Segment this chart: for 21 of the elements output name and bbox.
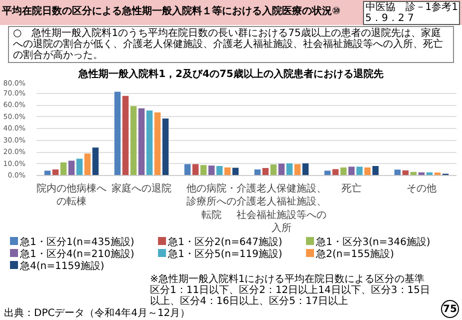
x-tick-label: 院内の他病棟への転棟 (36, 182, 106, 208)
legend-label: 急4(n=1159施設) (19, 261, 106, 273)
legend-label: 急1・区分3(n=346施設) (315, 237, 432, 248)
text: ○ 急性期一般入院料1のうち平均在院日数の長い群における75歳以上の患者の退院先は、家庭への退院の割合が低く、介護老人保健施設、介護老人福祉施設、社会福祉施設等への入所、死亡の割合が高かった。 (8, 26, 454, 63)
text: 75 (441, 300, 459, 318)
x-tick-label: 他の病院・診療所への転院 (186, 182, 236, 221)
chart-title: 平均在院日数の区分による急性期一般入院料１等における入院医療の状況⑩ (2, 5, 340, 20)
legend-label: 急1・区分5(n=119施設) (167, 249, 284, 261)
legend-label: 急1・区分4(n=210施設) (19, 249, 136, 260)
text: 中医協 診－1参考1 5．9．2 7 (363, 0, 460, 24)
text: ※急性期一般入院料1における平均在院日数による区分の基準 (150, 274, 425, 285)
legend-label: 急1・区分2(n=647施設) (167, 237, 284, 248)
text: 区分1：11日以下、区分2：12日以上14日以下、区分3：15日以上、区分4：16日以上、区分5：17日以上 (150, 285, 430, 307)
legend-label: 急1・区分1(n=435施設) (19, 237, 136, 248)
x-tick-label: 死亡 (342, 182, 362, 194)
chart-subtitle: 急性期一般入院料1，2及び4の75歳以上の入院患者における退院先 (77, 68, 384, 81)
x-tick-label: その他 (406, 182, 436, 194)
x-tick-label: 家庭への退院 (112, 182, 172, 194)
legend-label: 急2(n=155施設) (315, 249, 395, 261)
source-note: 出典：DPCデータ（令和4年4月～12月） (4, 308, 190, 319)
x-tick-label: 介護老人保健施設、介護老人福祉施設、社会福祉施設等への入所 (236, 182, 326, 234)
